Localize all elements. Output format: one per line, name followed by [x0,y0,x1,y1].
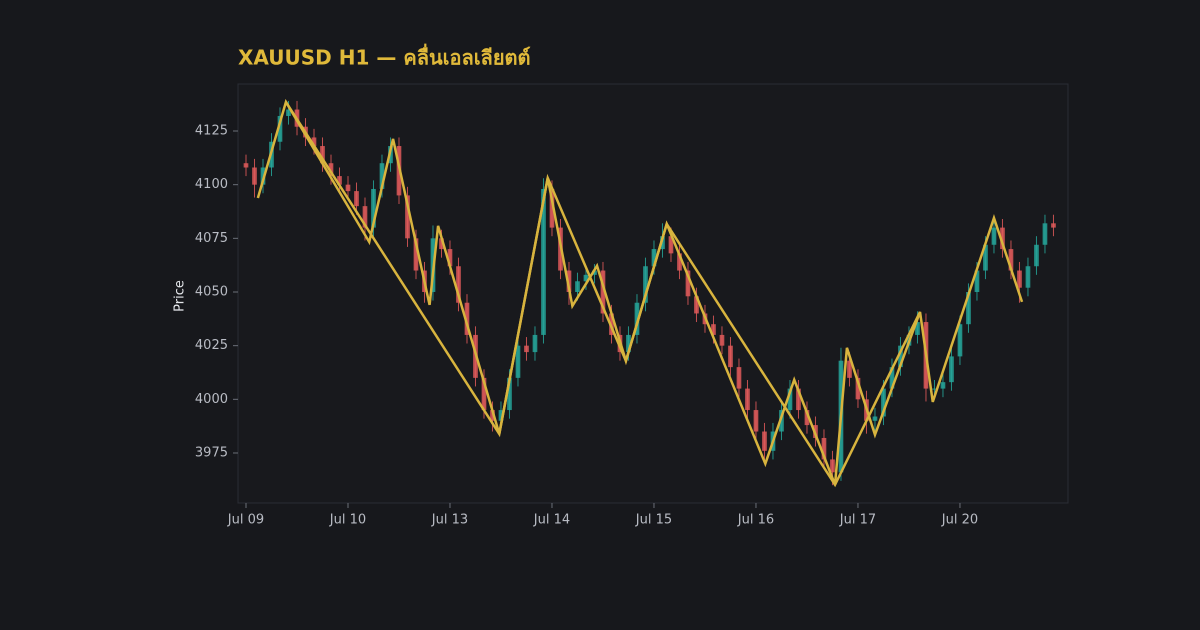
candle-body [753,410,759,432]
plot-area [237,83,1069,504]
candle-body [328,163,334,177]
y-tick-label: 4125 [195,124,228,139]
candle-body [583,274,589,282]
candle-body [379,163,385,189]
candle-body [371,188,376,228]
candle-body [660,236,665,250]
y-tick-label: 4000 [195,392,228,407]
candle-body [626,334,631,353]
candle-body [643,266,648,303]
candle-body [1008,249,1014,271]
candle-body [804,410,810,426]
candle-body [1025,266,1031,288]
candle-body [745,388,750,411]
candle-body [575,281,580,292]
candle-body [439,238,444,250]
candle-body [668,236,674,254]
candle-body [830,459,835,473]
y-tick-label: 4075 [195,231,228,246]
candle-body [719,334,725,346]
candle-body [592,270,597,275]
x-tick-label: Jul 10 [329,513,366,528]
candle-body [498,410,504,421]
wave-line [284,101,922,488]
candle-body [507,377,512,411]
candle-body [447,249,453,267]
candle-body [932,388,937,390]
candle-body [677,253,682,271]
x-tick-label: Jul 16 [737,513,774,528]
candle-body [541,188,546,335]
x-tick-label: Jul 20 [941,513,978,528]
candle-body [354,191,359,207]
candle-body [243,163,249,168]
candle-body [821,437,827,460]
candle-body [991,227,997,245]
candle-body [345,184,351,192]
candle-body [728,345,733,368]
candle-body [532,334,538,353]
candle-body [694,296,699,314]
candle-body [779,410,784,432]
x-tick-label: Jul 13 [431,513,468,528]
candle-body [456,266,461,303]
candle-body [940,382,946,389]
candle-body [957,324,963,357]
candle-body [949,356,954,383]
chart-title: XAUUSD H1 — คลื่นเอลเลียตต์ [238,43,531,70]
candle-body [600,270,606,314]
candle-body [311,137,317,147]
candle-body [966,291,971,325]
y-tick-label: 4100 [195,177,228,192]
candle-body [847,360,852,378]
candle-body [286,109,291,116]
candle-body [634,302,640,335]
candle-body [881,388,886,417]
candle-body [711,324,716,335]
candle-body [549,188,555,228]
candle-body [490,410,495,421]
candle-body [362,206,368,228]
candle-body [974,270,980,292]
candle-body [320,146,325,164]
candle-body [1000,227,1005,250]
candle-body [898,345,903,368]
candle-body [651,249,657,267]
candle-body [1017,270,1022,288]
candle-body [983,244,988,271]
candle-body [872,416,878,421]
candle-body [566,270,572,292]
x-tick-label: Jul 09 [227,513,264,528]
candle-body [1034,244,1039,267]
x-tick-label: Jul 15 [635,513,672,528]
y-tick-label: 3975 [195,445,228,460]
candle-body [405,195,410,239]
y-axis-label: Price [173,280,188,312]
candle-body [337,176,342,185]
candle-body [796,388,801,411]
x-tick-label: Jul 14 [533,513,570,528]
candle-body [1042,223,1048,245]
candle-body [1051,223,1056,228]
candle-body [413,238,419,271]
candle-body [515,345,521,378]
candle-body [252,167,257,185]
candle-body [915,322,920,335]
candle-body [481,377,487,411]
x-tick-label: Jul 17 [839,513,876,528]
candle-body [889,367,895,389]
y-tick-label: 4025 [195,338,228,353]
candle-body [277,115,283,142]
candle-body [736,367,742,389]
y-tick-label: 4050 [195,284,228,299]
candle-body [855,377,861,400]
candle-body [787,388,793,411]
candle-body [464,302,470,335]
candle-body [762,431,767,451]
candle-body [524,345,529,353]
candle-body [685,270,691,297]
